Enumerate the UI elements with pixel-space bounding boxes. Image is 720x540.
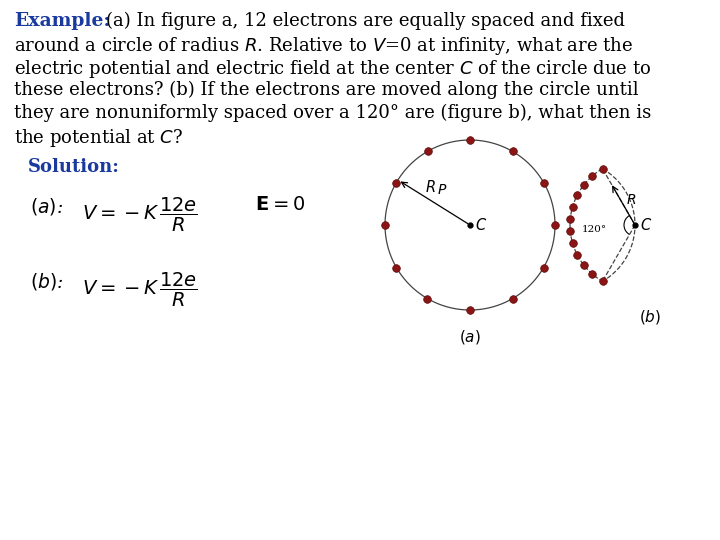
Text: the potential at $C$?: the potential at $C$? <box>14 127 184 149</box>
Text: electric potential and electric field at the center $C$ of the circle due to: electric potential and electric field at… <box>14 58 651 80</box>
Text: $V = -K\,\dfrac{12e}{R}$: $V = -K\,\dfrac{12e}{R}$ <box>82 271 198 309</box>
Text: Example:: Example: <box>14 12 110 30</box>
Text: $C$: $C$ <box>475 217 487 233</box>
Text: $(b)$:: $(b)$: <box>30 271 63 292</box>
Text: $V = -K\,\dfrac{12e}{R}$: $V = -K\,\dfrac{12e}{R}$ <box>82 196 198 234</box>
Text: $(a)$:: $(a)$: <box>30 196 63 217</box>
Text: $(a)$: $(a)$ <box>459 328 481 346</box>
Text: Solution:: Solution: <box>28 158 120 176</box>
Text: $R$: $R$ <box>425 179 436 195</box>
Text: these electrons? (b) If the electrons are moved along the circle until: these electrons? (b) If the electrons ar… <box>14 81 639 99</box>
Text: they are nonuniformly spaced over a 120° are (figure b), what then is: they are nonuniformly spaced over a 120°… <box>14 104 652 122</box>
Text: (a) In figure a, 12 electrons are equally spaced and fixed: (a) In figure a, 12 electrons are equall… <box>106 12 625 30</box>
Text: $(b)$: $(b)$ <box>639 308 661 326</box>
Text: 120°: 120° <box>582 226 607 234</box>
Text: $R$: $R$ <box>626 193 636 207</box>
Text: around a circle of radius $R$. Relative to $V$=0 at infinity, what are the: around a circle of radius $R$. Relative … <box>14 35 634 57</box>
Text: $\mathbf{E} = 0$: $\mathbf{E} = 0$ <box>255 196 305 214</box>
Text: $P$: $P$ <box>437 184 447 198</box>
Text: $C$: $C$ <box>640 217 652 233</box>
